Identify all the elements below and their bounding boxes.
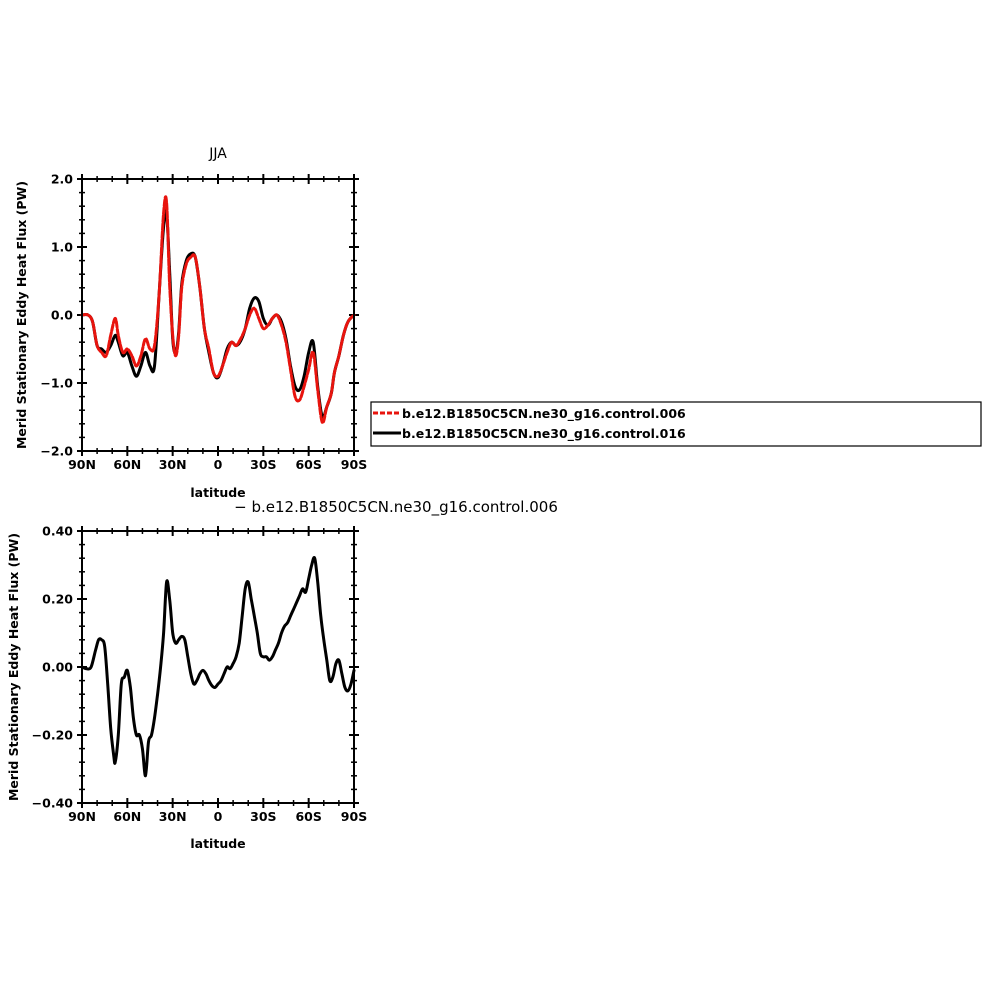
top-y-tick-label: 1.0 (51, 240, 73, 255)
top-plot-title: JJA (208, 146, 227, 162)
bottom-x-tick-label: 90S (341, 809, 367, 824)
bottom-plot-title: − b.e12.B1850C5CN.ne30_g16.control.006 (234, 498, 558, 517)
bottom-x-tick-label: 90N (68, 809, 96, 824)
bottom-x-tick-label: 30S (250, 809, 276, 824)
bottom-y-tick-label: −0.20 (32, 728, 74, 743)
top-x-tick-label: 0 (214, 457, 223, 472)
legend: b.e12.B1850C5CN.ne30_g16.control.006 b.e… (370, 401, 982, 447)
top-y-tick-label: 0.0 (51, 308, 73, 323)
bottom-y-axis-title: Merid Stationary Eddy Heat Flux (PW) (6, 533, 21, 801)
top-y-axis-title: Merid Stationary Eddy Heat Flux (PW) (14, 181, 29, 449)
top-x-axis-title: latitude (190, 485, 245, 500)
bottom-y-tick-label: 0.40 (42, 524, 73, 539)
legend-label-series-2: b.e12.B1850C5CN.ne30_g16.control.016 (402, 426, 686, 442)
legend-box (370, 401, 982, 447)
bottom-x-tick-label: 60N (113, 809, 141, 824)
top-y-tick-label: −1.0 (40, 376, 73, 391)
top-x-tick-label: 90N (68, 457, 96, 472)
bottom-x-axis-title: latitude (190, 836, 245, 851)
top-plot-frame (81, 178, 355, 452)
bottom-x-tick-label: 30N (159, 809, 187, 824)
top-x-tick-label: 60S (295, 457, 321, 472)
top-y-tick-label: 2.0 (51, 172, 73, 187)
bottom-x-tick-label: 0 (214, 809, 223, 824)
bottom-y-tick-label: −0.40 (32, 796, 74, 811)
top-series (80, 195, 356, 425)
top-x-tick-label: 90S (341, 457, 367, 472)
bottom-panel: − b.e12.B1850C5CN.ne30_g16.control.006 M… (6, 498, 558, 851)
top-panel: JJA Merid Stationary Eddy Heat Flux (PW)… (14, 146, 367, 500)
bottom-series (80, 556, 356, 778)
top-x-tick-label: 30N (159, 457, 187, 472)
top-series-line-1 (80, 195, 356, 425)
top-x-tick-label: 60N (113, 457, 141, 472)
bottom-plot-frame (81, 530, 355, 804)
bottom-y-tick-label: 0.20 (42, 592, 73, 607)
bottom-y-tick-label: 0.00 (42, 660, 73, 675)
top-x-tick-label: 30S (250, 457, 276, 472)
top-y-tick-label: −2.0 (40, 444, 73, 459)
legend-label-series-1: b.e12.B1850C5CN.ne30_g16.control.006 (402, 406, 686, 422)
bottom-x-tick-label: 60S (295, 809, 321, 824)
top-series-line-2 (80, 208, 356, 420)
bottom-series-line-1 (80, 556, 356, 778)
